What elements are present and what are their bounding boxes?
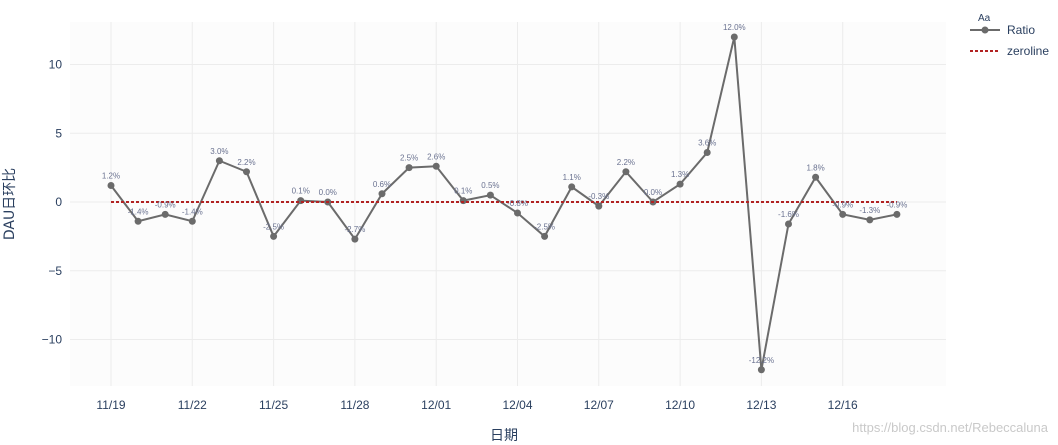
data-label: 3.0% <box>210 147 228 156</box>
data-label: 1.2% <box>102 172 120 181</box>
x-tick-label: 12/13 <box>746 398 776 412</box>
data-point <box>514 209 521 217</box>
x-tick-label: 12/04 <box>502 398 532 412</box>
x-tick-label: 11/22 <box>178 398 207 412</box>
data-point <box>405 164 413 172</box>
data-label: 0.5% <box>481 181 499 190</box>
legend[interactable]: Aa Ratio zeroline <box>970 13 1049 58</box>
watermark: https://blog.csdn.net/Rebeccaluna <box>852 420 1049 435</box>
data-point <box>243 168 250 176</box>
data-label: 2.5% <box>400 154 418 163</box>
data-label: -2.7% <box>344 225 365 234</box>
data-point <box>866 216 874 224</box>
data-point <box>161 210 169 218</box>
y-tick-label: 5 <box>55 126 62 140</box>
data-point <box>812 173 820 181</box>
data-label: -1.4% <box>128 207 149 216</box>
series-line-ratio <box>110 36 898 370</box>
data-label: 2.2% <box>617 158 635 167</box>
data-label: -12.2% <box>749 356 774 365</box>
data-point <box>541 232 549 240</box>
data-label: 1.3% <box>671 170 689 179</box>
x-tick-label: 12/01 <box>421 398 451 412</box>
data-point <box>459 197 467 205</box>
y-tick-label: −10 <box>42 333 63 347</box>
data-label: -1.4% <box>182 207 203 216</box>
data-label: -2.5% <box>263 222 284 231</box>
axis-ticks: 10 5 0 −5 −10 11/19 11/22 11/25 11/28 12/01 12/04 1… <box>42 58 858 413</box>
data-point <box>107 182 115 189</box>
data-point <box>215 157 223 165</box>
legend-item-zeroline[interactable]: zeroline <box>970 44 1049 58</box>
data-label: 12.0% <box>723 23 746 32</box>
data-point <box>297 197 305 205</box>
data-label: -2.5% <box>534 222 555 231</box>
y-axis-title: DAU日环比 <box>2 168 18 240</box>
x-tick-label: 11/28 <box>340 398 369 412</box>
data-point <box>622 168 630 176</box>
data-label: 0.6% <box>373 180 391 189</box>
data-point <box>378 190 386 198</box>
data-label: 3.6% <box>698 139 716 148</box>
data-point <box>839 210 847 218</box>
x-tick-label: 12/10 <box>665 398 695 412</box>
legend-label-zeroline: zeroline <box>1007 44 1049 58</box>
data-point <box>351 235 359 243</box>
data-label: 1.1% <box>563 173 581 182</box>
data-label: 0.0% <box>644 188 662 197</box>
data-label: 2.6% <box>427 152 445 161</box>
y-tick-label: 0 <box>55 195 62 209</box>
data-point <box>188 217 196 225</box>
legend-label-ratio: Ratio <box>1007 23 1035 37</box>
data-point <box>757 366 765 374</box>
x-tick-label: 12/07 <box>584 398 614 412</box>
data-point <box>703 149 711 156</box>
y-tick-label: −5 <box>48 264 62 278</box>
data-point <box>134 217 142 225</box>
data-label: 1.8% <box>806 163 824 172</box>
data-label: 0.0% <box>319 188 337 197</box>
data-labels: 1.2% -1.4% -0.9% -1.4% 3.0% 2.2% -2.5% 0.1% 0.0%… <box>102 23 907 365</box>
x-tick-label: 12/16 <box>828 398 858 412</box>
data-point <box>595 202 603 210</box>
x-tick-label: 11/19 <box>96 398 125 412</box>
data-label: -0.9% <box>832 200 853 209</box>
x-axis-title: 日期 <box>490 428 518 444</box>
series-layer <box>107 33 901 374</box>
data-point <box>432 162 440 170</box>
legend-title: Aa <box>978 13 991 24</box>
data-label: -0.8% <box>507 199 528 208</box>
data-label: 0.1% <box>292 187 310 196</box>
data-label: -0.9% <box>886 200 907 209</box>
data-label: -1.3% <box>859 206 880 215</box>
data-label: -0.9% <box>155 200 176 209</box>
data-label: 0.1% <box>454 187 472 196</box>
data-point <box>486 191 494 199</box>
legend-item-ratio[interactable]: Ratio <box>970 23 1035 37</box>
data-point <box>568 183 576 191</box>
data-point <box>676 180 684 188</box>
data-label: -1.6% <box>778 210 799 219</box>
data-point <box>730 33 738 41</box>
data-label: -0.3% <box>588 192 609 201</box>
y-tick-label: 10 <box>49 58 63 72</box>
data-point <box>785 220 792 228</box>
x-tick-label: 11/25 <box>259 398 288 412</box>
legend-ratio-marker-icon <box>981 26 989 34</box>
data-point <box>893 210 901 218</box>
data-point <box>270 232 278 240</box>
data-label: 2.2% <box>237 158 255 167</box>
